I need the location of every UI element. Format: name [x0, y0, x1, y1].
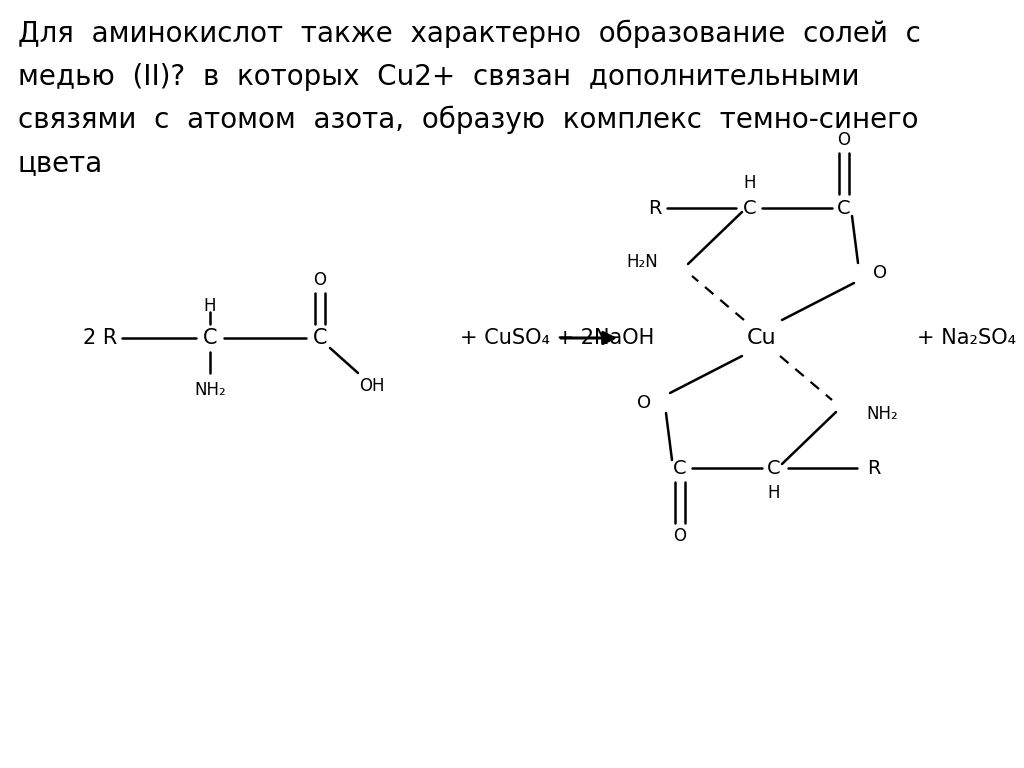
- Text: C: C: [312, 328, 328, 348]
- Text: + Na₂SO₄ + 2H₂O: + Na₂SO₄ + 2H₂O: [918, 328, 1024, 348]
- Text: H: H: [768, 484, 780, 502]
- Text: O: O: [872, 264, 887, 282]
- Text: C: C: [743, 198, 757, 217]
- Text: C: C: [673, 458, 687, 478]
- Text: NH₂: NH₂: [866, 405, 898, 423]
- Text: O: O: [637, 394, 651, 412]
- Text: 2 R: 2 R: [83, 328, 117, 348]
- Text: связями  с  атомом  азота,  образую  комплекс  темно-синего: связями с атомом азота, образую комплекс…: [18, 106, 919, 134]
- Text: Cu: Cu: [748, 328, 777, 348]
- Text: C: C: [203, 328, 217, 348]
- Text: цвета: цвета: [18, 149, 103, 177]
- Text: медью  (II)?  в  которых  Cu2+  связан  дополнительными: медью (II)? в которых Cu2+ связан дополн…: [18, 63, 859, 91]
- Text: Для  аминокислот  также  характерно  образование  солей  с: Для аминокислот также характерно образов…: [18, 20, 921, 48]
- Text: H: H: [204, 297, 216, 315]
- Text: O: O: [313, 271, 327, 289]
- Text: OH: OH: [359, 377, 385, 395]
- Text: H: H: [743, 174, 757, 192]
- Text: O: O: [838, 131, 851, 149]
- Text: R: R: [867, 458, 881, 478]
- Text: O: O: [674, 527, 686, 545]
- Text: H₂N: H₂N: [627, 253, 658, 271]
- Text: C: C: [838, 198, 851, 217]
- Text: C: C: [767, 458, 781, 478]
- Text: NH₂: NH₂: [195, 381, 226, 399]
- Text: R: R: [648, 198, 662, 217]
- Text: + CuSO₄ + 2NaOH: + CuSO₄ + 2NaOH: [460, 328, 654, 348]
